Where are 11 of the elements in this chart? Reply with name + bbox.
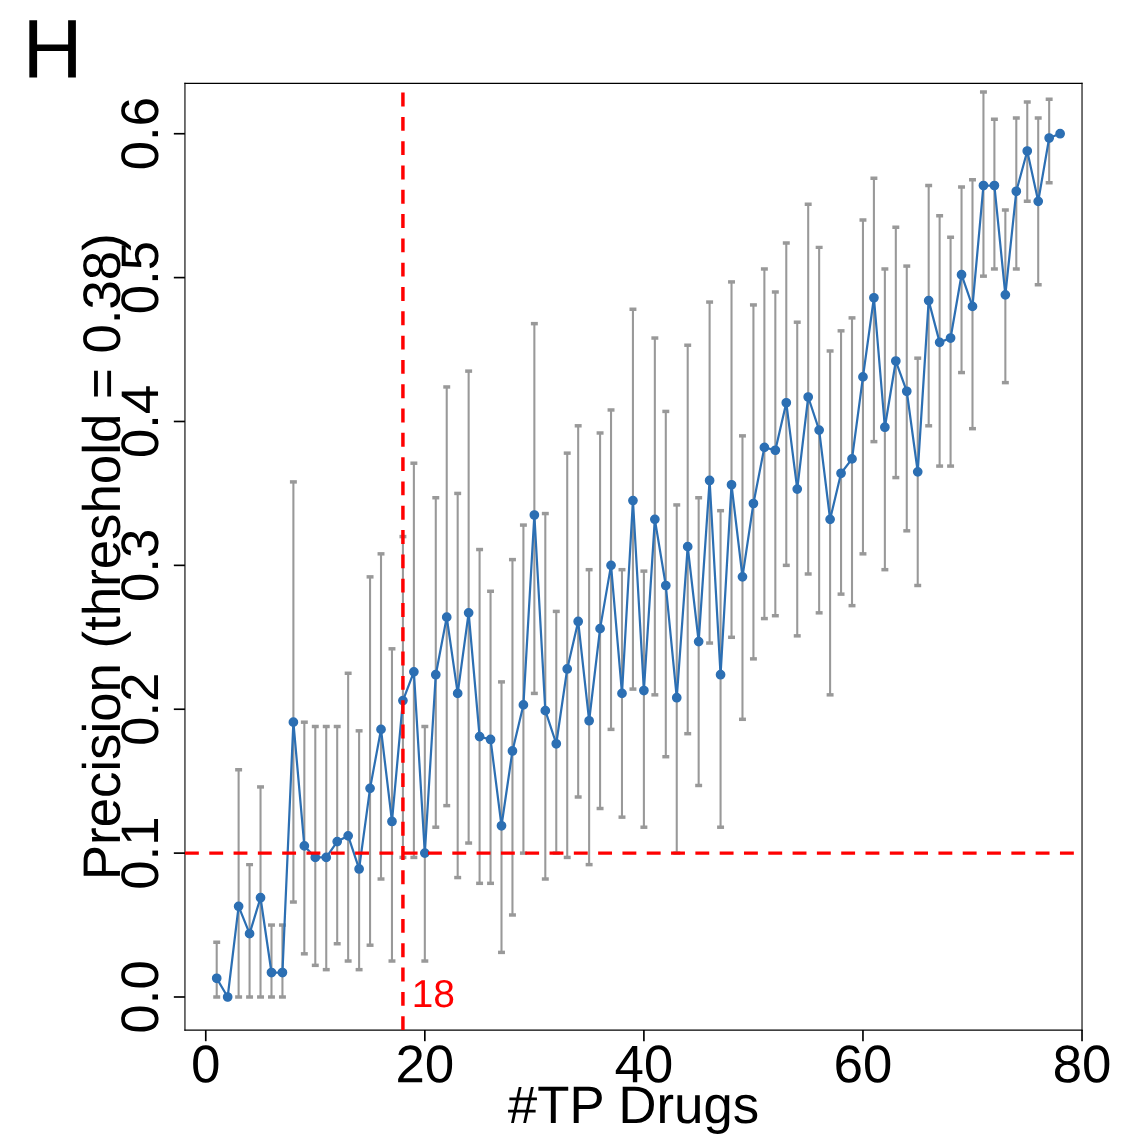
y-tick-label: 0.2 — [121, 675, 159, 744]
x-tick-label: 20 — [398, 1045, 453, 1083]
chart-title: H — [29, 20, 76, 78]
x-tick-label: 80 — [1054, 1045, 1110, 1083]
x-tick-label: 60 — [836, 1045, 891, 1083]
x-axis-title: #TP Drugs — [508, 1086, 758, 1135]
x-tick-label: 40 — [615, 1045, 672, 1083]
ref-line-label: 18 — [414, 979, 454, 1008]
y-tick-label: 0.6 — [121, 99, 159, 169]
y-tick-label: 0.0 — [121, 962, 159, 1032]
x-tick-label: 0 — [193, 1045, 219, 1083]
